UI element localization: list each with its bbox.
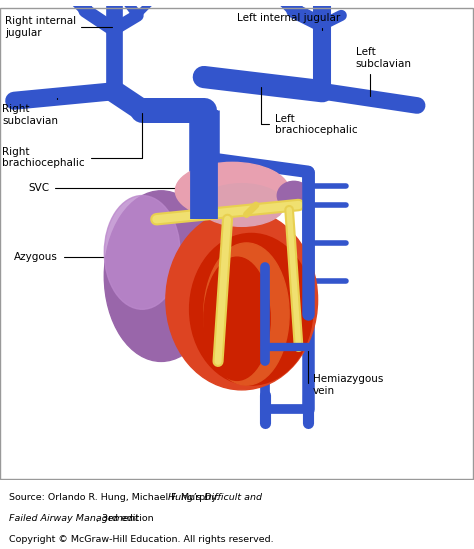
Ellipse shape [204,243,289,385]
Ellipse shape [204,257,270,380]
Text: Right
subclavian: Right subclavian [2,98,58,126]
Ellipse shape [104,191,218,361]
Ellipse shape [175,163,289,219]
Text: Failed Airway Management: Failed Airway Management [9,514,139,523]
Ellipse shape [104,195,180,309]
Text: Hung’s Difficult and: Hung’s Difficult and [9,494,263,502]
Ellipse shape [166,210,318,390]
Text: Copyright © McGraw-Hill Education. All rights reserved.: Copyright © McGraw-Hill Education. All r… [9,535,274,544]
Text: Azygous: Azygous [14,252,166,262]
Ellipse shape [277,181,310,210]
Text: Right internal
jugular: Right internal jugular [5,16,112,38]
Text: Hemiazygous
vein: Hemiazygous vein [308,348,383,396]
Text: , 3rd edition: , 3rd edition [9,514,154,523]
Text: SVC: SVC [28,175,204,193]
Ellipse shape [199,184,284,226]
Ellipse shape [190,233,313,385]
Text: Source: Orlando R. Hung, Michael F. Murphy:: Source: Orlando R. Hung, Michael F. Murp… [9,494,223,502]
Text: Left
subclavian: Left subclavian [356,47,411,96]
Text: Left
brachiocephalic: Left brachiocephalic [261,87,357,135]
Text: Left internal jugular: Left internal jugular [237,13,340,30]
Text: Right
brachiocephalic: Right brachiocephalic [2,113,142,169]
